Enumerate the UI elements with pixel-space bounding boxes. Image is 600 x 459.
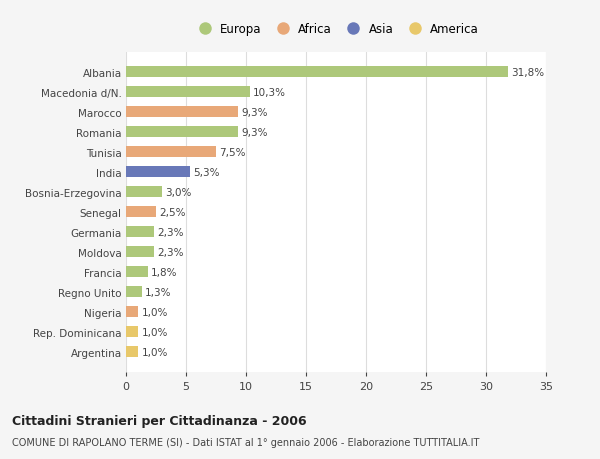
Bar (126, 286, 142, 297)
Text: 7,5%: 7,5% (220, 147, 246, 157)
Bar (126, 307, 138, 318)
Legend: Europa, Africa, Asia, America: Europa, Africa, Asia, America (191, 20, 481, 38)
Bar (126, 207, 156, 218)
Text: 10,3%: 10,3% (253, 88, 286, 98)
Text: 3,0%: 3,0% (166, 187, 192, 197)
Bar (126, 127, 238, 138)
Bar (126, 347, 138, 357)
Bar (126, 246, 154, 257)
Text: 31,8%: 31,8% (511, 68, 544, 78)
Bar (126, 87, 250, 98)
Text: 2,3%: 2,3% (157, 247, 184, 257)
Text: Cittadini Stranieri per Cittadinanza - 2006: Cittadini Stranieri per Cittadinanza - 2… (12, 414, 307, 427)
Bar (126, 227, 154, 238)
Text: COMUNE DI RAPOLANO TERME (SI) - Dati ISTAT al 1° gennaio 2006 - Elaborazione TUT: COMUNE DI RAPOLANO TERME (SI) - Dati IST… (12, 437, 479, 447)
Bar (126, 147, 216, 158)
Bar (126, 107, 238, 118)
Text: 2,5%: 2,5% (160, 207, 186, 217)
Text: 1,3%: 1,3% (145, 287, 172, 297)
Text: 2,3%: 2,3% (157, 227, 184, 237)
Text: 1,0%: 1,0% (142, 327, 168, 337)
Bar (126, 67, 508, 78)
Text: 1,8%: 1,8% (151, 267, 178, 277)
Text: 1,0%: 1,0% (142, 307, 168, 317)
Bar (126, 187, 162, 198)
Text: 1,0%: 1,0% (142, 347, 168, 357)
Bar (126, 267, 148, 278)
Text: 5,3%: 5,3% (193, 168, 220, 178)
Bar (126, 167, 190, 178)
Text: 9,3%: 9,3% (241, 108, 268, 118)
Bar (126, 326, 138, 337)
Text: 9,3%: 9,3% (241, 128, 268, 138)
